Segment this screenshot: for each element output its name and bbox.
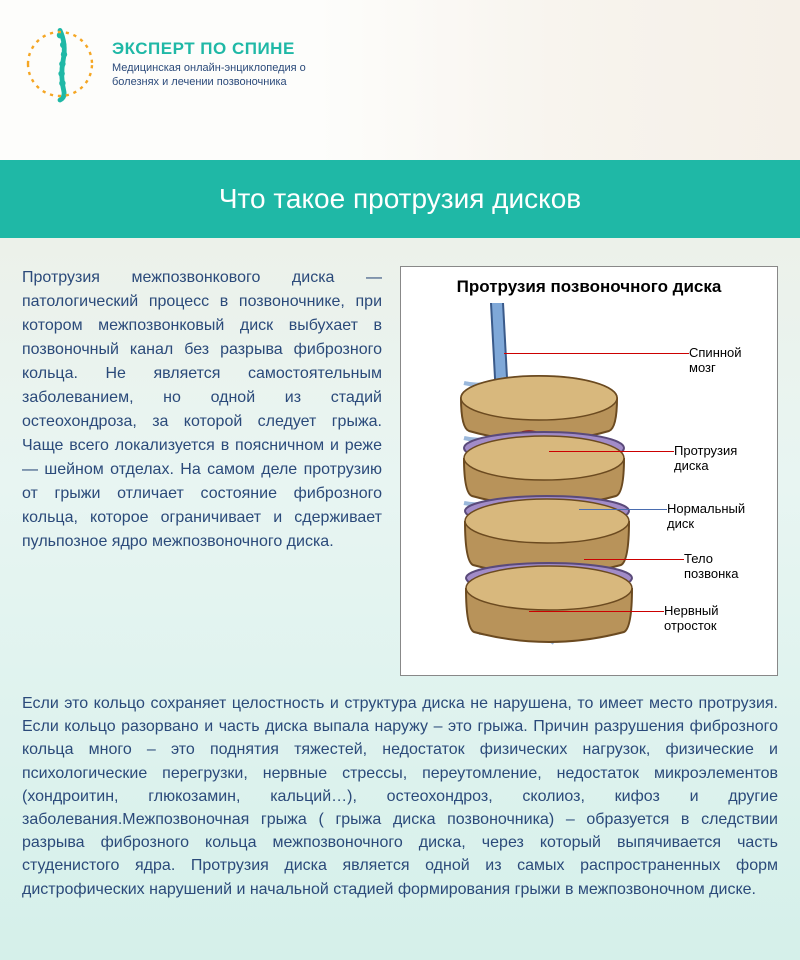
diagram-title: Протрузия позвоночного диска (409, 277, 769, 297)
brand-subtitle: Медицинская онлайн-энциклопедия о болезн… (112, 61, 312, 90)
intro-paragraph: Протрузия межпозвонкового диска — патоло… (22, 266, 382, 676)
spine-diagram-svg (409, 303, 639, 648)
diagram-label: Нормальный диск (667, 501, 769, 531)
content-area: Протрузия межпозвонкового диска — патоло… (0, 238, 800, 960)
diagram-label: Протрузия диска (674, 443, 769, 473)
diagram-label: Спинной мозг (689, 345, 769, 375)
diagram-label: Нервный отросток (664, 603, 769, 633)
anatomical-diagram: Протрузия позвоночного диска (400, 266, 778, 676)
title-bar: Что такое протрузия дисков (0, 160, 800, 238)
brand-title: ЭКСПЕРТ ПО СПИНЕ (112, 39, 312, 59)
spine-logo-icon (20, 24, 100, 104)
body-paragraph: Если это кольцо сохраняет целостность и … (22, 692, 778, 901)
diagram-label: Тело позвонка (684, 551, 769, 581)
logo-block: ЭКСПЕРТ ПО СПИНЕ Медицинская онлайн-энци… (20, 24, 312, 104)
page-title: Что такое протрузия дисков (219, 183, 581, 215)
diagram-canvas: Спинной мозг Протрузия диска Нормальный ди… (409, 303, 769, 648)
